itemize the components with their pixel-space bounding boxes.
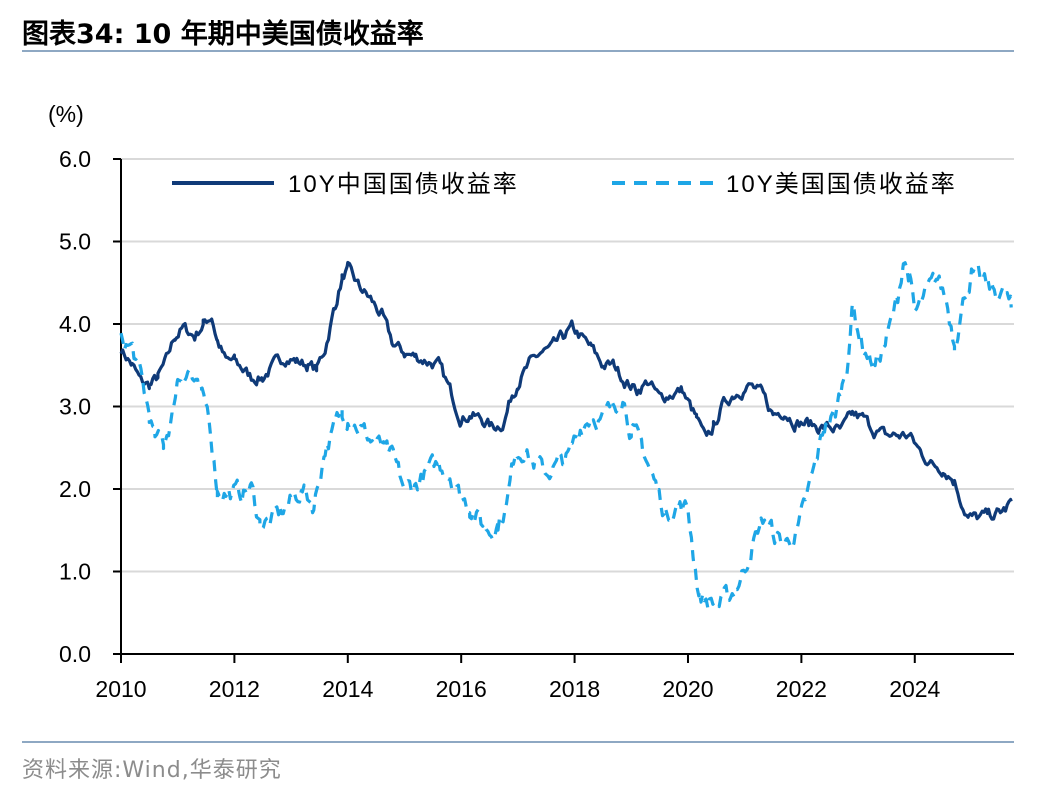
title-divider xyxy=(22,50,1014,52)
y-tick-label: 4.0 xyxy=(59,311,91,337)
y-tick-label: 6.0 xyxy=(59,146,91,172)
source-note: 资料来源:Wind,华泰研究 xyxy=(22,758,282,783)
x-tick-label: 2020 xyxy=(662,676,713,702)
x-tick-label: 2024 xyxy=(889,676,940,702)
grid-lines xyxy=(121,158,1014,573)
x-tick-label: 2018 xyxy=(549,676,600,702)
x-tick-label: 2022 xyxy=(776,676,827,702)
y-tick-label: 0.0 xyxy=(59,641,91,667)
series-lines xyxy=(119,260,1013,610)
series-line-us xyxy=(119,261,1013,610)
chart-title: 图表34: 10 年期中美国债收益率 xyxy=(22,19,424,50)
footer-divider xyxy=(22,741,1014,743)
y-tick-label: 2.0 xyxy=(59,476,91,502)
legend: 10Y中国国债收益率 10Y美国国债收益率 xyxy=(172,171,957,198)
x-axis-ticks: 2010 2012 2014 2016 2018 2020 2022 2024 xyxy=(95,654,941,702)
x-tick-label: 2012 xyxy=(209,676,260,702)
legend-label: 10Y美国国债收益率 xyxy=(726,171,957,198)
y-tick-label: 1.0 xyxy=(59,559,91,585)
y-axis-label: (%) xyxy=(48,101,84,127)
series-line-china xyxy=(119,260,1013,521)
x-tick-label: 2010 xyxy=(95,676,146,702)
x-tick-label: 2014 xyxy=(322,676,373,702)
y-tick-label: 3.0 xyxy=(59,394,91,420)
x-tick-label: 2016 xyxy=(436,676,487,702)
legend-label: 10Y中国国债收益率 xyxy=(288,171,519,198)
axes xyxy=(120,159,1014,655)
y-axis-ticks: 0.0 1.0 2.0 3.0 4.0 5.0 6.0 xyxy=(59,146,121,667)
y-tick-label: 5.0 xyxy=(59,229,91,255)
